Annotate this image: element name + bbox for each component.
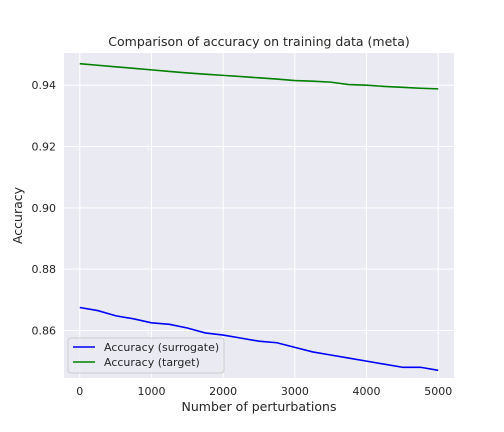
x-tick-label: 2000 bbox=[209, 385, 237, 398]
plot-area bbox=[64, 53, 454, 378]
grid-lines bbox=[64, 53, 454, 378]
legend: Accuracy (surrogate) Accuracy (target) bbox=[67, 337, 225, 374]
chart-title: Comparison of accuracy on training data … bbox=[108, 34, 409, 49]
x-tick-label: 1000 bbox=[137, 385, 165, 398]
x-tick-label: 5000 bbox=[424, 385, 452, 398]
legend-label-surrogate: Accuracy (surrogate) bbox=[104, 341, 219, 354]
series-line-target bbox=[79, 62, 439, 90]
x-axis-label: Number of perturbations bbox=[182, 399, 337, 414]
legend-label-target: Accuracy (target) bbox=[104, 356, 200, 369]
series-line-surrogate bbox=[79, 306, 439, 372]
x-tick-label: 4000 bbox=[353, 385, 381, 398]
tick-labels: 0 1000 2000 3000 4000 5000 0.86 0.88 0.90 0.92 0.9… bbox=[32, 79, 453, 398]
series-lines bbox=[79, 62, 439, 372]
y-tick-label: 0.90 bbox=[32, 202, 57, 215]
x-tick-label: 3000 bbox=[281, 385, 309, 398]
y-tick-label: 0.94 bbox=[32, 79, 57, 92]
y-tick-label: 0.86 bbox=[32, 324, 57, 337]
y-tick-label: 0.92 bbox=[32, 141, 57, 154]
y-axis-label: Accuracy bbox=[10, 186, 25, 244]
y-tick-label: 0.88 bbox=[32, 263, 57, 276]
x-tick-label: 0 bbox=[76, 385, 83, 398]
legend-box bbox=[67, 337, 225, 374]
